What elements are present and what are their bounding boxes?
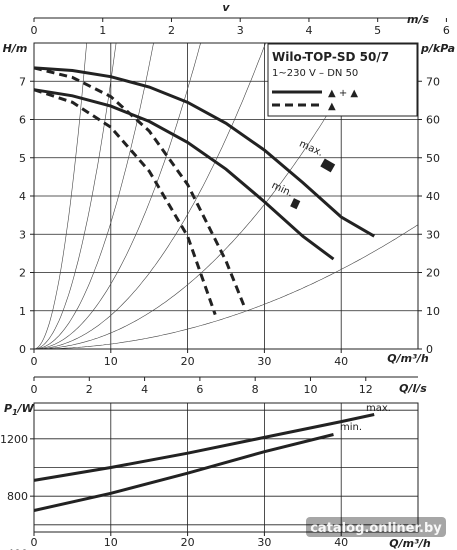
y-left-tick-label: 6 bbox=[19, 114, 26, 127]
flow-ls-tick-label: 10 bbox=[303, 383, 317, 396]
power-curve-min bbox=[33, 433, 334, 512]
max-marker bbox=[320, 158, 336, 173]
power-x-tick-label: 30 bbox=[257, 536, 271, 549]
power-x-tick-label: 0 bbox=[31, 536, 38, 549]
legend-subtitle: 1~230 V – DN 50 bbox=[272, 68, 358, 79]
y-right-tick-label: 70 bbox=[426, 75, 440, 88]
legend-box: Wilo-TOP-SD 50/7 1~230 V – DN 50 ▲ + ▲ ▲ bbox=[267, 43, 418, 117]
x-tick-label: 10 bbox=[104, 355, 118, 368]
watermark: catalog.onliner.by bbox=[310, 521, 442, 536]
y-right-tick-label: 10 bbox=[426, 305, 440, 318]
head-curve-solid-2 bbox=[33, 88, 335, 261]
flow-ls-tick-label: 12 bbox=[359, 383, 373, 396]
y-left-tick-label: 1 bbox=[19, 305, 26, 318]
velocity-tick-label: 3 bbox=[237, 24, 244, 37]
system-curve-2 bbox=[33, 42, 117, 350]
power-flow-series bbox=[33, 413, 375, 512]
power-y-axis-title: P1/W bbox=[4, 402, 35, 417]
y-axis-left-title: H/m bbox=[3, 42, 28, 55]
x-axis-title: Q/m³/h bbox=[387, 352, 429, 365]
y-left-tick-label: 3 bbox=[19, 228, 26, 241]
power-x-tick-label: 20 bbox=[181, 536, 195, 549]
power-x-tick-label: 10 bbox=[104, 536, 118, 549]
system-curve-5 bbox=[34, 42, 266, 350]
y-axis-right-title: p/kPa bbox=[420, 42, 455, 55]
flow-ls-tick-label: 8 bbox=[252, 383, 259, 396]
head-curve-dashed-3 bbox=[33, 66, 246, 306]
y-left-tick-label: 7 bbox=[19, 75, 26, 88]
system-curve-3 bbox=[33, 42, 154, 350]
legend-dashed-symbols: ▲ bbox=[328, 101, 336, 112]
x-tick-label: 40 bbox=[334, 355, 348, 368]
y-right-tick-label: 0 bbox=[426, 343, 433, 356]
power-min-label: min. bbox=[340, 422, 362, 433]
power-x-tick-label: 40 bbox=[334, 536, 348, 549]
y-left-tick-label: 0 bbox=[19, 343, 26, 356]
y-left-tick-label: 4 bbox=[19, 190, 26, 203]
x-tick-label: 0 bbox=[31, 355, 38, 368]
y-left-tick-label: 5 bbox=[19, 152, 26, 165]
max-annotation: max. bbox=[297, 138, 324, 159]
power-x-axis-title: Q/m³/h bbox=[389, 537, 431, 550]
legend-title: Wilo-TOP-SD 50/7 bbox=[272, 50, 389, 64]
velocity-tick-label: 4 bbox=[305, 24, 312, 37]
velocity-tick-label: 0 bbox=[31, 24, 38, 37]
legend-solid-symbols: ▲ + ▲ bbox=[328, 88, 358, 99]
head-flow-series bbox=[33, 66, 375, 316]
min-annotation: min. bbox=[270, 180, 295, 199]
head-curve-dashed-4 bbox=[33, 88, 217, 316]
velocity-tick-label: 2 bbox=[168, 24, 175, 37]
top-axis-title: v bbox=[222, 1, 230, 14]
system-curve-6 bbox=[34, 42, 370, 350]
system-curve-1 bbox=[33, 42, 87, 350]
power-max-label: max. bbox=[366, 403, 391, 414]
x-tick-label: 20 bbox=[181, 355, 195, 368]
x-tick-label: 30 bbox=[257, 355, 271, 368]
power-y-axis-main: P bbox=[4, 402, 12, 415]
flow-ls-tick-label: 2 bbox=[86, 383, 93, 396]
power-y-axis-sub: 1 bbox=[12, 408, 18, 417]
power-top-axis-title: Q/l/s bbox=[399, 382, 427, 395]
y-right-tick-label: 20 bbox=[426, 267, 440, 280]
velocity-tick-label: 5 bbox=[374, 24, 381, 37]
y-left-tick-label: 2 bbox=[19, 267, 26, 280]
y-right-tick-label: 40 bbox=[426, 190, 440, 203]
flow-ls-tick-label: 4 bbox=[141, 383, 148, 396]
y-right-tick-label: 50 bbox=[426, 152, 440, 165]
top-axis-unit: m/s bbox=[407, 13, 429, 26]
power-flow-chart: 4008001200010203040024681012 Q/l/s P1/W … bbox=[0, 376, 431, 550]
power-flow-frame bbox=[33, 402, 419, 533]
y-right-tick-label: 60 bbox=[426, 114, 440, 127]
power-y-tick-label: 800 bbox=[7, 490, 28, 503]
velocity-tick-label: 6 bbox=[443, 24, 450, 37]
flow-ls-tick-label: 0 bbox=[31, 383, 38, 396]
y-right-tick-label: 30 bbox=[426, 228, 440, 241]
power-curve-max bbox=[33, 413, 375, 482]
power-flow-ticks: 4008001200010203040024681012 bbox=[0, 377, 373, 550]
power-y-tick-label: 1200 bbox=[0, 433, 28, 446]
velocity-tick-label: 1 bbox=[99, 24, 106, 37]
watermark-background bbox=[306, 517, 446, 537]
system-curve-7 bbox=[34, 224, 419, 350]
power-flow-axes bbox=[33, 376, 419, 533]
head-curve-solid-1 bbox=[33, 66, 375, 238]
min-marker bbox=[290, 198, 301, 210]
power-y-tick-label: 400 bbox=[7, 548, 28, 550]
power-y-axis-unit: /W bbox=[16, 402, 35, 415]
flow-ls-tick-label: 6 bbox=[196, 383, 203, 396]
